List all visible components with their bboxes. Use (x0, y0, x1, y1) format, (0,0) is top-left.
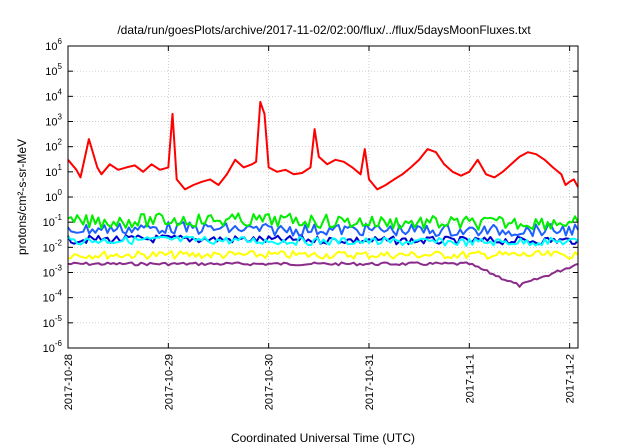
y-tick-label: 10-6 (43, 339, 63, 355)
y-axis-label: protons/cm²-s-sr-MeV (15, 139, 29, 255)
x-tick-label: 2017-11-2 (565, 354, 577, 403)
x-tick-label: 2017-10-28 (63, 354, 75, 410)
chart-title: /data/run/goesPlots/archive/2017-11-02/0… (117, 23, 531, 37)
y-tick-label: 104 (45, 87, 62, 103)
series-line (67, 234, 579, 246)
series-line (67, 221, 579, 238)
y-tick-label: 106 (45, 37, 62, 53)
x-axis-ticks: 2017-10-28 2017-10-29 2017-10-30 2017-10-31… (63, 46, 577, 410)
y-tick-label: 102 (45, 138, 62, 154)
x-axis-label: Coordinated Universal Time (UTC) (231, 431, 415, 445)
y-axis-ticks: 10-6 10-5 10-4 10-3 10-2 10-1 100 101 102 103 104 1… (43, 37, 578, 355)
y-tick-label: 10-3 (43, 264, 63, 280)
y-tick-label: 10-2 (43, 238, 63, 254)
series-line (67, 235, 579, 247)
y-tick-label: 10-1 (43, 213, 63, 229)
series-line (67, 249, 579, 260)
y-tick-label: 10-5 (43, 314, 63, 330)
series-line (67, 212, 579, 231)
y-tick-label: 100 (45, 188, 62, 204)
y-tick-label: 101 (45, 163, 62, 179)
y-tick-label: 103 (45, 113, 62, 129)
series-layer (67, 100, 579, 288)
x-tick-label: 2017-10-29 (163, 354, 175, 410)
x-tick-label: 2017-11-1 (464, 354, 476, 403)
x-tick-label: 2017-10-31 (364, 354, 376, 410)
series-line (67, 100, 579, 191)
y-tick-label: 105 (45, 62, 62, 78)
series-line (67, 261, 579, 288)
x-tick-label: 2017-10-30 (264, 354, 276, 410)
y-tick-label: 10-4 (43, 289, 63, 305)
grid (67, 46, 578, 348)
